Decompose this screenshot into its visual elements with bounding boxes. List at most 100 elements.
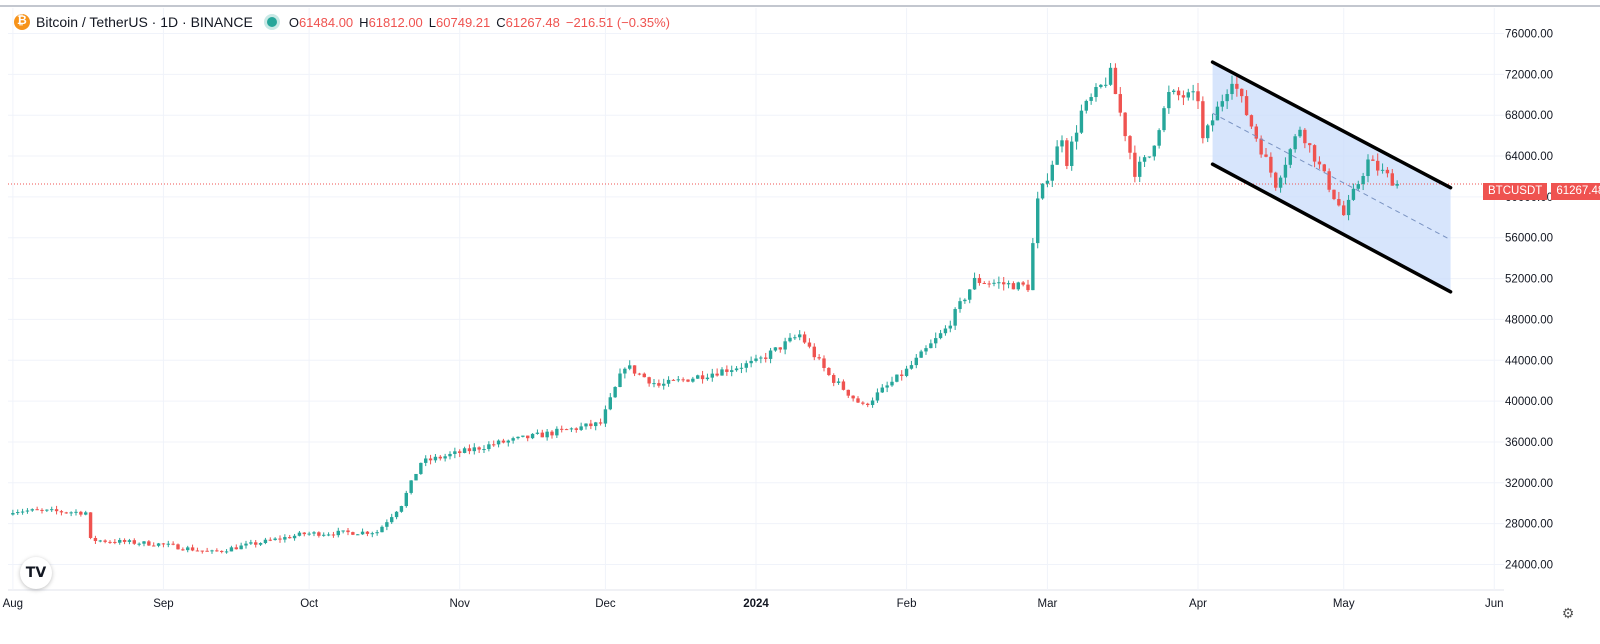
gear-icon[interactable]: ⚙ <box>1561 605 1575 621</box>
candle-body <box>1011 283 1016 290</box>
candle-body <box>341 530 345 532</box>
candle-body <box>283 537 287 540</box>
candle-body <box>929 343 933 349</box>
candle-body <box>1191 91 1195 93</box>
candle <box>307 531 311 536</box>
candle <box>234 544 238 550</box>
candle <box>613 386 617 398</box>
candle <box>1337 191 1341 207</box>
candle-body <box>1142 157 1147 162</box>
candle <box>589 419 593 430</box>
candle <box>764 352 768 363</box>
candle <box>1138 156 1142 183</box>
candle-body <box>880 387 884 393</box>
candle <box>511 436 515 444</box>
candle-body <box>720 369 724 376</box>
candle-body <box>579 426 583 430</box>
market-status-icon[interactable] <box>266 17 277 27</box>
candle <box>1026 279 1030 293</box>
candle <box>1351 183 1356 201</box>
candle <box>516 436 520 440</box>
candle <box>841 379 846 391</box>
candle-body <box>404 492 408 507</box>
candle-body <box>181 549 185 551</box>
candle <box>1346 194 1351 221</box>
candle <box>1201 96 1205 144</box>
candle <box>1147 156 1152 159</box>
y-tick-label: 44000.00 <box>1505 355 1553 367</box>
candle <box>200 550 204 554</box>
candle-body <box>749 360 753 364</box>
candle-body <box>535 432 540 434</box>
candle <box>346 528 350 536</box>
candle <box>113 539 117 545</box>
candle-body <box>1074 132 1079 142</box>
candle-body <box>409 480 413 493</box>
candle-body <box>74 511 78 513</box>
candle-body <box>254 542 258 545</box>
candle <box>1186 88 1190 101</box>
channel-lower-line <box>1210 162 1453 294</box>
candle <box>1036 191 1040 249</box>
candle-body <box>1342 205 1346 216</box>
candle <box>817 354 821 361</box>
candle <box>1293 133 1297 153</box>
candle-body <box>186 547 190 551</box>
candle-body <box>584 423 588 427</box>
candle-body <box>249 542 253 544</box>
candle <box>555 426 559 439</box>
candle-body <box>1055 146 1059 165</box>
candle-body <box>433 456 438 461</box>
candle <box>186 545 190 553</box>
candle <box>715 368 719 377</box>
candle <box>1376 153 1380 176</box>
candle-body <box>16 512 20 514</box>
symbol-legend: Bitcoin / TetherUS · 1D · BINANCE O61484… <box>14 11 676 33</box>
candle <box>492 440 496 447</box>
candle-body <box>696 375 700 379</box>
candle-body <box>1040 183 1045 199</box>
candle-body <box>312 532 316 534</box>
candle-body <box>59 511 64 513</box>
candle <box>793 334 797 340</box>
candle <box>1220 94 1224 112</box>
candle <box>35 506 39 511</box>
candle <box>934 332 938 349</box>
candle-body <box>977 277 982 284</box>
candle <box>40 508 44 514</box>
candle-body <box>817 357 821 359</box>
candle <box>802 331 807 344</box>
candle <box>108 540 112 544</box>
symbol-title[interactable]: Bitcoin / TetherUS · 1D · BINANCE <box>36 14 253 30</box>
candle <box>798 330 802 341</box>
candle <box>317 531 321 538</box>
candle-body <box>152 545 156 547</box>
candle <box>195 547 200 552</box>
candle <box>365 531 370 537</box>
x-tick-label: Dec <box>595 598 616 610</box>
tradingview-logo-icon[interactable]: TV <box>20 557 52 589</box>
candle <box>487 441 491 452</box>
y-tick-label: 68000.00 <box>1505 110 1553 122</box>
candle-body <box>691 378 695 382</box>
candle <box>205 547 209 552</box>
candle-body <box>263 539 268 544</box>
candle <box>1055 140 1059 165</box>
candle <box>496 439 501 448</box>
candle-body <box>759 357 763 359</box>
ohlc-low: L60749.21 <box>428 14 491 30</box>
candle <box>730 365 734 377</box>
candle-body <box>778 347 782 350</box>
candle <box>278 535 282 543</box>
last-price-value: 61267.48 <box>1551 183 1600 200</box>
candle <box>220 550 224 554</box>
candle-body <box>360 531 365 535</box>
candle-body <box>948 325 952 329</box>
candle-body <box>224 551 229 553</box>
candle-body <box>851 395 855 399</box>
candle-body <box>1060 140 1064 147</box>
candle-body <box>93 537 98 542</box>
candle-body <box>1361 176 1365 185</box>
candle <box>370 531 374 538</box>
